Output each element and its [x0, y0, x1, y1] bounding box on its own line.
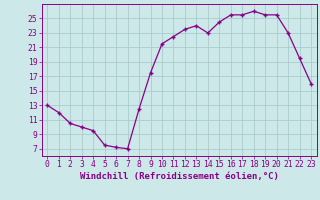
X-axis label: Windchill (Refroidissement éolien,°C): Windchill (Refroidissement éolien,°C): [80, 172, 279, 181]
